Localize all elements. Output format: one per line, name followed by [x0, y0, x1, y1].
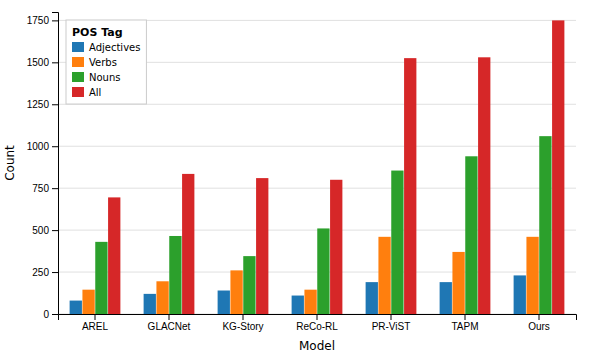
bar: [304, 290, 316, 314]
y-tick-mark: [52, 272, 58, 273]
bar: [243, 256, 255, 314]
axis-line: [52, 13, 59, 315]
x-tick: KG-Story: [222, 314, 263, 332]
x-tick-mark: [465, 314, 466, 320]
bar: [82, 290, 94, 314]
y-tick: 500: [32, 225, 58, 236]
bar: [230, 270, 242, 314]
x-tick-mark: [95, 314, 96, 320]
y-tick-label: 0: [43, 309, 49, 320]
legend-swatch: [72, 87, 84, 97]
y-tick: 1750: [27, 15, 58, 26]
x-axis-title: Model: [299, 339, 335, 353]
x-tick: GLACNet: [148, 314, 191, 332]
y-tick-mark: [52, 104, 58, 105]
y-tick-mark: [52, 314, 58, 315]
y-tick-mark: [52, 230, 58, 231]
legend-swatch: [72, 57, 84, 67]
legend-label: Nouns: [89, 72, 120, 83]
bar: [526, 237, 538, 314]
x-tick: ReCo-RL: [296, 314, 338, 332]
bar-series: [108, 20, 564, 314]
y-tick-mark: [52, 20, 58, 21]
x-tick-label: ReCo-RL: [296, 321, 338, 332]
legend-label: All: [89, 87, 101, 98]
y-tick-label: 500: [32, 225, 49, 236]
x-axis: AREL GLACNet KG-Story ReCo-RL PR-ViST TAPM Our…: [59, 314, 577, 332]
legend-label: Verbs: [89, 57, 117, 68]
x-tick: AREL: [82, 314, 109, 332]
bar: [108, 197, 120, 314]
y-tick-mark: [52, 146, 58, 147]
bar: [452, 252, 464, 314]
bar: [378, 237, 390, 314]
legend: POS Tag Adjectives Verbs Nouns All: [66, 20, 146, 104]
chart: AREL GLACNet KG-Story ReCo-RL PR-ViST TAPM Our…: [0, 0, 590, 358]
y-tick: 0: [43, 309, 58, 320]
x-tick-label: AREL: [82, 321, 109, 332]
y-tick: 250: [32, 267, 58, 278]
bar: [292, 296, 304, 314]
bar: [478, 57, 490, 314]
y-tick-mark: [52, 188, 58, 189]
y-tick-label: 750: [32, 183, 49, 194]
x-tick-mark: [243, 314, 244, 320]
grid-line: [58, 230, 576, 231]
x-tick-label: Ours: [528, 321, 550, 332]
y-tick-label: 1000: [27, 141, 50, 152]
y-tick: 750: [32, 183, 58, 194]
bar: [465, 156, 477, 314]
bar: [256, 178, 268, 314]
bar: [514, 275, 526, 314]
x-tick-label: GLACNet: [148, 321, 191, 332]
bar: [552, 20, 564, 314]
y-tick-label: 250: [32, 267, 49, 278]
y-tick-mark: [52, 62, 58, 63]
bar: [156, 281, 168, 314]
grid: [58, 20, 576, 314]
y-tick: 1000: [27, 141, 58, 152]
x-tick-label: PR-ViST: [372, 321, 411, 332]
y-tick-label: 1750: [27, 15, 50, 26]
legend-title: POS Tag: [72, 26, 123, 39]
legend-box: [66, 20, 146, 104]
bar: [169, 236, 181, 314]
x-tick-label: KG-Story: [222, 321, 263, 332]
legend-label: Adjectives: [89, 42, 140, 53]
x-tick: Ours: [528, 314, 550, 332]
axis-line: [59, 315, 577, 321]
y-tick: 1500: [27, 57, 58, 68]
bar: [440, 282, 452, 314]
bar: [404, 58, 416, 314]
x-tick: TAPM: [451, 314, 478, 332]
y-axis-title: Count: [3, 145, 17, 181]
bar: [366, 282, 378, 314]
x-tick-mark: [391, 314, 392, 320]
grid-line: [58, 146, 576, 147]
bar: [330, 180, 342, 314]
legend-swatch: [72, 42, 84, 52]
y-tick-label: 1250: [27, 99, 50, 110]
y-tick: 1250: [27, 99, 58, 110]
bar: [144, 294, 156, 314]
grid-line: [58, 272, 576, 273]
x-tick-mark: [169, 314, 170, 320]
grid-line: [58, 188, 576, 189]
plot: AREL GLACNet KG-Story ReCo-RL PR-ViST TAPM Our…: [27, 13, 577, 333]
x-tick-mark: [539, 314, 540, 320]
x-tick-mark: [317, 314, 318, 320]
y-tick-label: 1500: [27, 57, 50, 68]
bar: [391, 171, 403, 314]
bar: [539, 136, 551, 314]
bar: [218, 291, 230, 314]
bar: [70, 301, 82, 314]
y-axis: 0 250 500 750 1000 1250 1500 1750: [27, 13, 59, 320]
x-tick: PR-ViST: [372, 314, 411, 332]
bar: [95, 242, 107, 314]
legend-swatch: [72, 72, 84, 82]
x-tick-label: TAPM: [451, 321, 478, 332]
bar: [182, 174, 194, 314]
bar: [317, 228, 329, 314]
